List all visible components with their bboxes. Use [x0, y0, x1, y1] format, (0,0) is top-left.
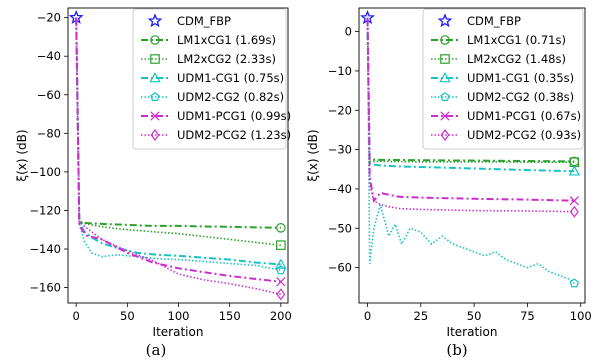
chart-a: 0 50 100 150 200 −20 −40 −60 −80 −100 −120 −140 −160…: [15, 7, 292, 339]
y-tick-label: −20: [328, 103, 352, 117]
x-tick-label: 0: [364, 309, 371, 323]
y-tick-label: −20: [37, 11, 61, 25]
x-tick-label: 50: [120, 309, 135, 323]
series-line-udm2-cg2-0-82s: [75, 17, 281, 271]
x-tick-label: 75: [520, 309, 535, 323]
x-tick-label: 100: [570, 309, 592, 323]
legend-marker-lm2xcg2-2-33s: [150, 54, 160, 64]
legend-marker-lm1xcg1-1-69s: [150, 35, 160, 45]
x-tick-label: 0: [73, 309, 80, 323]
series-line-lm2xcg2-2-33s: [75, 17, 281, 246]
y-tick-label: −140: [29, 242, 61, 256]
end-marker-udm2-pcg2-0-93s: [569, 205, 579, 218]
legend-marker-udm1-pcg1-0-99s: [150, 111, 160, 121]
legend: CDM_FBP LM1xCG1 (1.69s) LM2xCG2 (2.33s) UDM…: [132, 8, 291, 150]
series-line-lm1xcg1-1-69s: [75, 17, 281, 229]
series-line-udm1-cg1-0-35s: [366, 17, 575, 173]
end-marker-udm1-cg1-0-35s: [568, 165, 581, 176]
series-line-udm2-pcg2-0-93s: [366, 17, 575, 213]
y-tick-label: −80: [37, 126, 61, 140]
legend-marker-udm2-pcg2-0-93s: [440, 128, 450, 142]
series-line-udm1-pcg1-0-99s: [75, 17, 281, 283]
legend-label-cdm-fbp: CDM_FBP: [467, 14, 521, 28]
legend-label-udm2-cg2-0-38s: UDM2-CG2 (0.38s): [467, 90, 574, 104]
legend-label-lm2xcg2-2-33s: LM2xCG2 (2.33s): [177, 52, 276, 66]
panel-label-a: (a): [145, 341, 167, 359]
y-tick-label: −100: [29, 165, 61, 179]
plot-frame: [67, 7, 289, 304]
legend-label-cdm-fbp: CDM_FBP: [177, 14, 231, 28]
x-tick-label: 200: [270, 309, 292, 323]
end-marker-lm1xcg1-1-69s: [276, 223, 286, 233]
legend-label-lm1xcg1-1-69s: LM1xCG1 (1.69s): [177, 33, 276, 47]
legend-label-lm2xcg2-1-48s: LM2xCG2 (1.48s): [467, 52, 566, 66]
legend-label-udm2-pcg2-1-23s: UDM2-PCG2 (1.23s): [177, 128, 291, 142]
end-marker-udm1-pcg1-0-67s: [569, 196, 579, 206]
end-marker-udm1-pcg1-0-99s: [276, 277, 286, 287]
y-tick-label: −40: [37, 49, 61, 63]
end-marker-udm2-cg2-0-38s: [569, 278, 580, 288]
x-tick-label: 100: [168, 309, 190, 323]
legend-label-udm1-cg1-0-75s: UDM1-CG1 (0.75s): [177, 71, 284, 85]
y-axis-label: ξ(x) (dB): [15, 129, 29, 181]
x-tick-label: 150: [219, 309, 241, 323]
y-tick-label: −40: [328, 182, 352, 196]
series-line-udm1-pcg1-0-67s: [366, 17, 575, 204]
end-marker-udm1-cg1-0-75s: [275, 258, 287, 269]
legend-marker-cdm-fbp: [147, 13, 163, 28]
x-tick-label: 25: [414, 309, 429, 323]
legend-marker-udm2-cg2-0-82s: [150, 92, 160, 101]
end-marker-lm2xcg2-2-33s: [276, 240, 286, 250]
legend-label-udm1-pcg1-0-99s: UDM1-PCG1 (0.99s): [177, 109, 291, 123]
legend-marker-lm2xcg2-1-48s: [440, 54, 450, 64]
legend-marker-udm1-cg1-0-35s: [439, 72, 451, 83]
legend-marker-udm2-cg2-0-38s: [440, 92, 450, 101]
end-marker-udm2-cg2-0-82s: [276, 265, 286, 275]
legend-box: [422, 8, 584, 150]
x-tick-label: 50: [467, 309, 482, 323]
series-line-udm2-pcg2-1-23s: [75, 17, 281, 296]
legend-label-udm2-cg2-0-82s: UDM2-CG2 (0.82s): [177, 90, 284, 104]
y-tick-label: −120: [29, 203, 61, 217]
y-tick-label: −160: [29, 281, 61, 295]
plot-frame: [358, 7, 586, 304]
y-axis-label: ξ(x) (dB): [306, 129, 320, 181]
legend-marker-lm1xcg1-0-71s: [440, 35, 450, 45]
y-tick-label: −30: [328, 143, 352, 157]
y-tick-label: −60: [328, 261, 352, 275]
panel-label-b: (b): [446, 341, 468, 359]
chart-b: 0 25 50 75 100 0 −10 −20 −30 −40 −50 −60 Iteration ξ(…: [306, 7, 592, 339]
legend-label-lm1xcg1-0-71s: LM1xCG1 (0.71s): [467, 33, 566, 47]
series-line-udm2-cg2-0-38s: [366, 17, 575, 284]
legend-marker-cdm-fbp: [437, 13, 453, 28]
y-tick-label: 0: [345, 25, 352, 39]
legend-marker-udm2-pcg2-1-23s: [150, 128, 160, 142]
y-tick-label: −60: [37, 88, 61, 102]
legend-box: [132, 8, 287, 150]
legend-label-udm1-pcg1-0-67s: UDM1-PCG1 (0.67s): [467, 109, 581, 123]
y-tick-label: −50: [328, 221, 352, 235]
y-tick-label: −10: [328, 64, 352, 78]
legend-marker-udm1-pcg1-0-67s: [440, 111, 450, 121]
legend-label-udm1-cg1-0-35s: UDM1-CG1 (0.35s): [467, 71, 574, 85]
legend-label-udm2-pcg2-0-93s: UDM2-PCG2 (0.93s): [467, 128, 581, 142]
end-marker-udm2-pcg2-1-23s: [276, 288, 286, 301]
x-axis-label: Iteration: [153, 325, 204, 339]
legend: CDM_FBP LM1xCG1 (0.71s) LM2xCG2 (1.48s) UDM…: [422, 8, 584, 150]
x-axis-label: Iteration: [447, 325, 498, 339]
legend-marker-udm1-cg1-0-75s: [149, 72, 161, 83]
